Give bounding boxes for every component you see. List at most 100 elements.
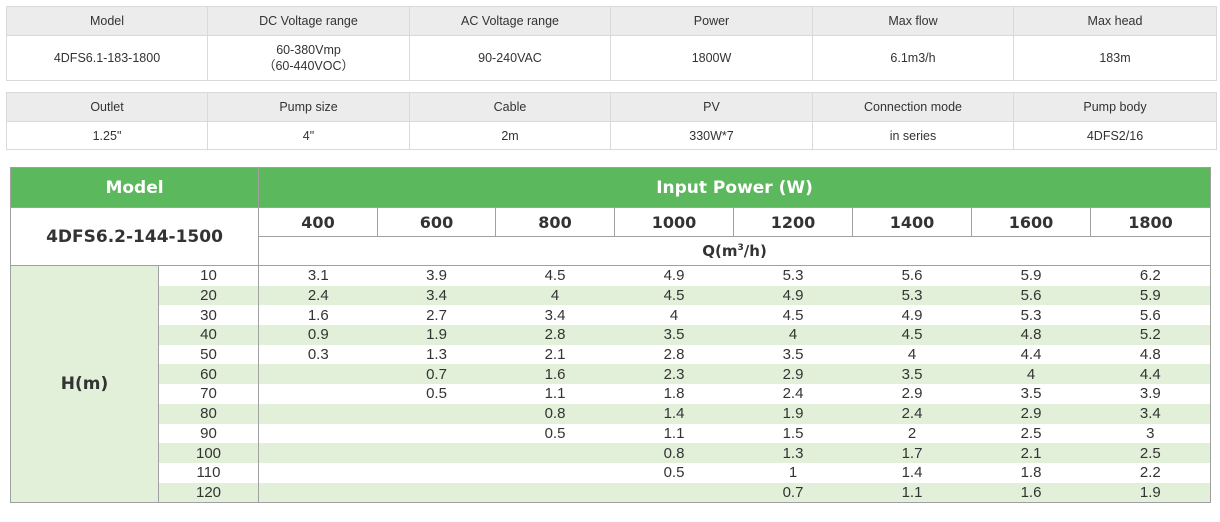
table-row: 120 0.7 1.1 1.6 1.9: [11, 482, 1212, 504]
spec-value-pv: 330W*7: [610, 121, 813, 150]
spec-value-power: 1800W: [610, 35, 813, 81]
flow-value-cell: 3.9: [377, 265, 496, 286]
head-label: H(m): [10, 264, 159, 504]
flow-value-cell: 2.5: [971, 423, 1091, 444]
spec-table-main: Model DC Voltage range AC Voltage range …: [6, 6, 1217, 81]
flow-unit-superscript: 3: [737, 243, 744, 253]
spec-header-outlet: Outlet: [6, 92, 208, 122]
flow-unit-suffix: /h): [743, 242, 767, 260]
flow-unit-label: Q(m3/h): [257, 236, 1212, 266]
flow-value-cell: 1.7: [852, 443, 972, 463]
flow-value-cell: [258, 384, 378, 404]
table-row: 100 0.8 1.3 1.7 2.1 2.5: [11, 443, 1212, 463]
spec-value-pump-body: 4DFS2/16: [1013, 121, 1217, 150]
flow-value-cell: 1.8: [614, 384, 734, 404]
flow-value-cell: 3.5: [971, 384, 1091, 404]
flow-value-cell: 4.5: [733, 305, 853, 326]
table-row: 30 1.6 2.7 3.4 4 4.5 4.9 5.3 5.6: [11, 305, 1212, 326]
flow-value-cell: 2.5: [1090, 443, 1212, 463]
head-value: 10: [158, 265, 259, 286]
flow-value-cell: 4.5: [614, 285, 734, 306]
flow-value-cell: 5.3: [852, 285, 972, 306]
flow-value-cell: 5.9: [971, 265, 1091, 286]
spec-header-ac-voltage: AC Voltage range: [409, 6, 611, 36]
head-value: 40: [158, 325, 259, 345]
spec-header-max-head: Max head: [1013, 6, 1217, 36]
flow-value-cell: 1.4: [852, 462, 972, 483]
table-row: 110 0.5 1 1.4 1.8 2.2: [11, 462, 1212, 483]
flow-value-cell: 3: [1090, 423, 1212, 444]
flow-value-cell: 2.8: [495, 325, 615, 345]
flow-value-cell: 1: [733, 462, 853, 483]
flow-value-cell: [495, 482, 615, 504]
flow-value-cell: 6.2: [1090, 265, 1212, 286]
flow-value-cell: 4: [971, 364, 1091, 385]
flow-value-cell: 4.5: [852, 325, 972, 345]
model-name: 4DFS6.2-144-1500: [10, 207, 259, 266]
flow-value-cell: 3.5: [733, 344, 853, 365]
flow-value-cell: [258, 443, 378, 463]
power-column-header: 1200: [733, 207, 853, 237]
power-column-header: 1400: [852, 207, 972, 237]
power-column-header: 1800: [1089, 207, 1212, 237]
head-value: 20: [158, 285, 259, 306]
flow-value-cell: [258, 423, 378, 444]
flow-value-cell: 4.4: [971, 344, 1091, 365]
flow-value-cell: 2.7: [377, 305, 496, 326]
table-row: 70 0.5 1.1 1.8 2.4 2.9 3.5 3.9: [11, 384, 1212, 404]
spec-value-model: 4DFS6.1-183-1800: [6, 35, 208, 81]
head-value: 50: [158, 344, 259, 365]
flow-value-cell: 4: [852, 344, 972, 365]
flow-value-cell: 2.4: [258, 285, 378, 306]
flow-value-cell: 4.9: [852, 305, 972, 326]
spec-header-pump-size: Pump size: [207, 92, 410, 122]
flow-value-cell: 0.5: [495, 423, 615, 444]
flow-value-cell: [258, 462, 378, 483]
flow-value-cell: 1.3: [377, 344, 496, 365]
flow-value-cell: 1.4: [614, 403, 734, 424]
flow-value-cell: 3.5: [614, 325, 734, 345]
flow-value-cell: 4.9: [614, 265, 734, 286]
head-value: 110: [158, 462, 259, 483]
spec-header-model: Model: [6, 6, 208, 36]
table-row: 50 0.3 1.3 2.1 2.8 3.5 4 4.4 4.8: [11, 344, 1212, 365]
flow-value-cell: 0.5: [614, 462, 734, 483]
flow-value-cell: 3.4: [495, 305, 615, 326]
flow-value-cell: 0.8: [614, 443, 734, 463]
table-row: 20 2.4 3.4 4 4.5 4.9 5.3 5.6 5.9: [11, 285, 1212, 306]
table-row: H(m) 10 3.1 3.9 4.5 4.9 5.3 5.6 5.9 6.2: [10, 264, 1212, 504]
flow-value-cell: 0.9: [258, 325, 378, 345]
model-header: Model: [10, 167, 259, 208]
flow-value-cell: 3.1: [258, 265, 378, 286]
head-value: 30: [158, 305, 259, 326]
flow-value-cell: 3.9: [1090, 384, 1212, 404]
spec-header-power: Power: [610, 6, 813, 36]
flow-value-cell: 1.1: [495, 384, 615, 404]
flow-value-cell: 2.1: [495, 344, 615, 365]
power-column-header: 600: [377, 207, 496, 237]
flow-value-cell: 1.5: [733, 423, 853, 444]
flow-value-cell: 2.2: [1090, 462, 1212, 483]
spec-header-pump-body: Pump body: [1013, 92, 1217, 122]
flow-value-cell: [258, 482, 378, 504]
flow-value-cell: [495, 462, 615, 483]
dc-voltage-voc: （60-440VOC）: [262, 59, 354, 73]
flow-value-cell: [258, 403, 378, 424]
head-value: 70: [158, 384, 259, 404]
flow-value-cell: 5.6: [1090, 305, 1212, 326]
flow-value-cell: 5.3: [971, 305, 1091, 326]
flow-value-cell: 5.9: [1090, 285, 1212, 306]
power-column-header: 1000: [614, 207, 734, 237]
flow-value-cell: 0.7: [733, 482, 853, 504]
flow-value-cell: 5.3: [733, 265, 853, 286]
flow-value-cell: 0.5: [377, 384, 496, 404]
flow-value-cell: 0.8: [495, 403, 615, 424]
power-column-header: 800: [495, 207, 615, 237]
flow-unit-prefix: Q(m: [702, 242, 738, 260]
flow-value-cell: 4.5: [495, 265, 615, 286]
head-value: 100: [158, 443, 259, 463]
spec-value-pump-size: 4": [207, 121, 410, 150]
spec-header-cable: Cable: [409, 92, 611, 122]
dc-voltage-vmp: 60-380Vmp: [276, 43, 341, 57]
flow-value-cell: [377, 423, 496, 444]
